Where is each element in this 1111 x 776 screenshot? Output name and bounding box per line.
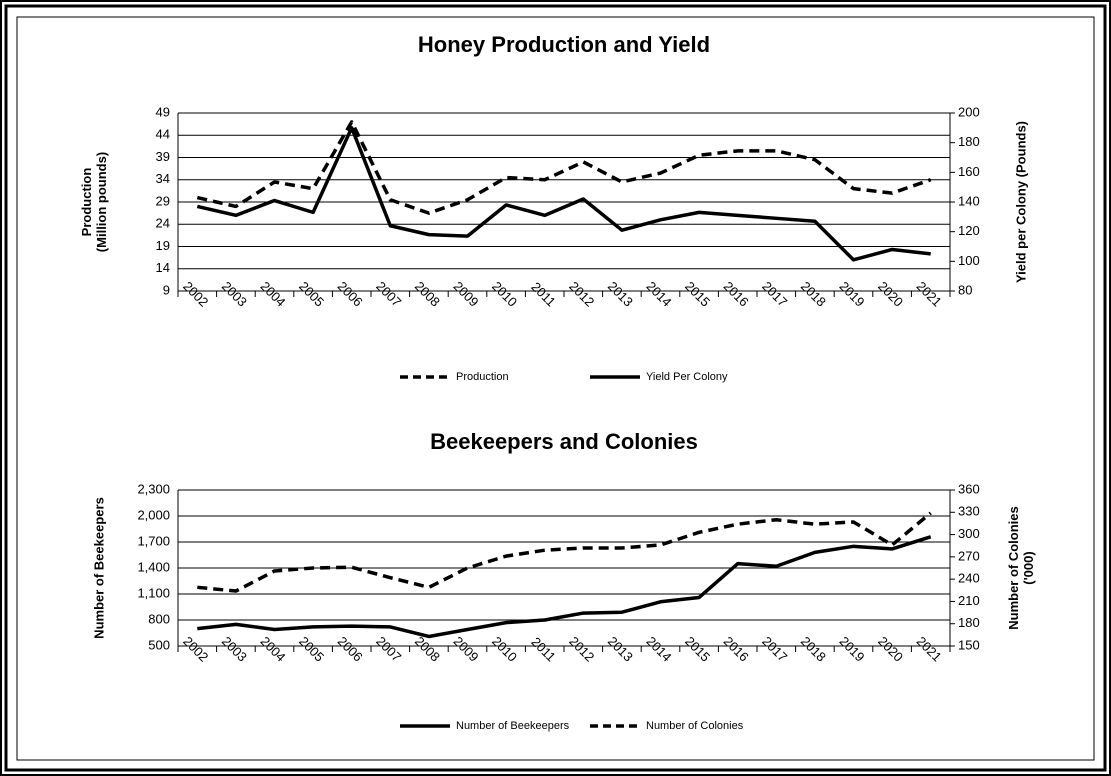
y2-axis-label: ('000) — [1021, 551, 1036, 584]
y2-tick-label: 200 — [958, 104, 980, 119]
x-tick-label: 2015 — [682, 278, 713, 309]
legend-label: Number of Colonies — [646, 720, 744, 732]
x-tick-label: 2007 — [373, 633, 404, 664]
legend-label: Production — [456, 371, 509, 383]
series-line — [196, 120, 932, 215]
x-tick-label: 2014 — [643, 633, 674, 664]
x-tick-label: 2008 — [412, 278, 443, 309]
x-tick-label: 2019 — [836, 633, 867, 664]
x-tick-label: 2004 — [257, 633, 288, 664]
y-tick-label: 1,400 — [137, 559, 170, 574]
chart-title: Honey Production and Yield — [418, 32, 710, 57]
y-tick-label: 2,300 — [137, 481, 170, 496]
y-tick-label: 2,000 — [137, 507, 170, 522]
y-tick-label: 14 — [156, 260, 170, 275]
x-tick-label: 2017 — [759, 633, 790, 664]
x-tick-label: 2008 — [412, 633, 443, 664]
y2-tick-label: 360 — [958, 481, 980, 496]
x-tick-label: 2015 — [682, 633, 713, 664]
y2-tick-label: 300 — [958, 526, 980, 541]
y-tick-label: 500 — [148, 637, 170, 652]
x-tick-label: 2002 — [180, 633, 211, 664]
series-line — [197, 511, 932, 593]
y2-tick-label: 140 — [958, 193, 980, 208]
x-tick-label: 2004 — [257, 278, 288, 309]
x-tick-label: 2013 — [605, 278, 636, 309]
y-axis-label: Number of Beekeepers — [91, 497, 106, 639]
y2-tick-label: 240 — [958, 571, 980, 586]
series-line — [197, 535, 932, 639]
y2-tick-label: 150 — [958, 637, 980, 652]
x-tick-label: 2017 — [759, 278, 790, 309]
y2-tick-label: 120 — [958, 223, 980, 238]
y-tick-label: 1,700 — [137, 533, 170, 548]
y-tick-label: 29 — [156, 193, 170, 208]
x-tick-label: 2012 — [566, 278, 597, 309]
x-tick-label: 2009 — [450, 633, 481, 664]
y2-axis-label: Yield per Colony (Pounds) — [1013, 121, 1028, 283]
y-tick-label: 9 — [163, 282, 170, 297]
x-tick-label: 2019 — [836, 278, 867, 309]
x-tick-label: 2011 — [528, 279, 558, 309]
legend-label: Yield Per Colony — [646, 371, 728, 383]
x-tick-label: 2021 — [914, 278, 945, 309]
x-tick-label: 2013 — [605, 633, 636, 664]
x-tick-label: 2016 — [721, 278, 752, 309]
x-tick-label: 2021 — [914, 633, 945, 664]
y-tick-label: 49 — [156, 104, 170, 119]
x-tick-label: 2003 — [219, 278, 250, 309]
legend-label: Number of Beekeepers — [456, 720, 570, 732]
x-tick-label: 2020 — [875, 278, 906, 309]
x-tick-label: 2003 — [219, 633, 250, 664]
x-tick-label: 2018 — [798, 633, 829, 664]
y-axis-label: (Million pounds) — [94, 152, 109, 252]
x-tick-label: 2016 — [721, 633, 752, 664]
x-tick-label: 2002 — [180, 278, 211, 309]
chart-frame — [16, 16, 1095, 761]
y-tick-label: 39 — [156, 149, 170, 164]
y-tick-label: 24 — [156, 216, 170, 231]
x-tick-label: 2010 — [489, 633, 520, 664]
y2-axis-label: Number of Colonies — [1006, 506, 1021, 630]
x-tick-label: 2018 — [798, 278, 829, 309]
y-tick-label: 19 — [156, 238, 170, 253]
x-tick-label: 2011 — [528, 634, 558, 664]
y2-tick-label: 180 — [958, 134, 980, 149]
y-tick-label: 44 — [156, 127, 170, 142]
y2-tick-label: 160 — [958, 164, 980, 179]
y2-tick-label: 270 — [958, 548, 980, 563]
x-tick-label: 2007 — [373, 278, 404, 309]
x-tick-label: 2014 — [643, 278, 674, 309]
series-line — [196, 126, 931, 262]
y-axis-label: Production — [79, 168, 94, 237]
y2-tick-label: 100 — [958, 253, 980, 268]
y2-tick-label: 210 — [958, 593, 980, 608]
y2-tick-label: 330 — [958, 504, 980, 519]
x-tick-label: 2020 — [875, 633, 906, 664]
y-tick-label: 34 — [156, 171, 170, 186]
y-tick-label: 1,100 — [137, 585, 170, 600]
y2-tick-label: 80 — [958, 282, 972, 297]
x-tick-label: 2010 — [489, 278, 520, 309]
x-tick-label: 2005 — [296, 633, 327, 664]
x-tick-label: 2012 — [566, 633, 597, 664]
x-tick-label: 2006 — [335, 633, 366, 664]
y2-tick-label: 180 — [958, 615, 980, 630]
inner-frame — [4, 4, 1107, 772]
x-tick-label: 2009 — [450, 278, 481, 309]
y-tick-label: 800 — [148, 611, 170, 626]
x-tick-label: 2006 — [335, 278, 366, 309]
chart-title: Beekeepers and Colonies — [430, 429, 698, 454]
x-tick-label: 2005 — [296, 278, 327, 309]
